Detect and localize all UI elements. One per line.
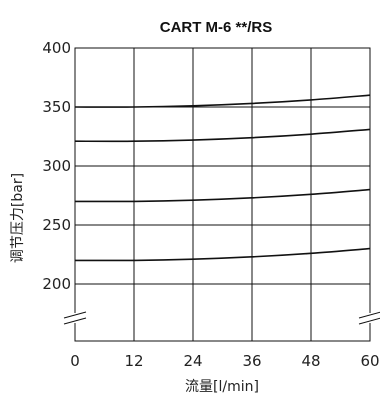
series-line-2: [74, 128, 371, 143]
series-line-4: [74, 247, 371, 262]
y-tick-labels: 400 350 300 250 200: [42, 39, 71, 293]
chart-title: CART M-6 **/RS: [160, 19, 273, 36]
series-line-1: [74, 94, 371, 108]
y-tick-label-400: 400: [42, 39, 71, 57]
axis-break-marks: [63, 311, 380, 325]
plot-frame: [74, 47, 371, 342]
axis-break-slash-left-2: [63, 317, 87, 325]
x-tick-labels: 0 12 24 36 48 60: [70, 352, 379, 370]
x-tick-label-12: 12: [124, 352, 143, 370]
y-axis-label: 调节压力[bar]: [10, 173, 26, 263]
axis-break-slash-right-1: [358, 311, 380, 319]
axis-break-slash-left-1: [63, 311, 87, 319]
x-tick-label-60: 60: [360, 352, 379, 370]
series-line-3: [74, 188, 371, 203]
grid: [75, 47, 370, 341]
y-tick-label-200: 200: [42, 275, 71, 293]
x-tick-label-0: 0: [70, 352, 80, 370]
x-tick-label-48: 48: [301, 352, 320, 370]
y-tick-label-250: 250: [42, 216, 71, 234]
plot-border: [74, 47, 371, 342]
axis-break-gap-right: [368, 313, 372, 323]
x-axis-label: 流量[l/min]: [185, 379, 259, 395]
series-group: [74, 94, 371, 262]
axis-break-slash-right-2: [358, 317, 380, 325]
x-tick-label-24: 24: [183, 352, 202, 370]
x-tick-label-36: 36: [242, 352, 261, 370]
y-tick-label-350: 350: [42, 98, 71, 116]
axis-break-gap-left: [73, 313, 77, 323]
y-tick-label-300: 300: [42, 157, 71, 175]
